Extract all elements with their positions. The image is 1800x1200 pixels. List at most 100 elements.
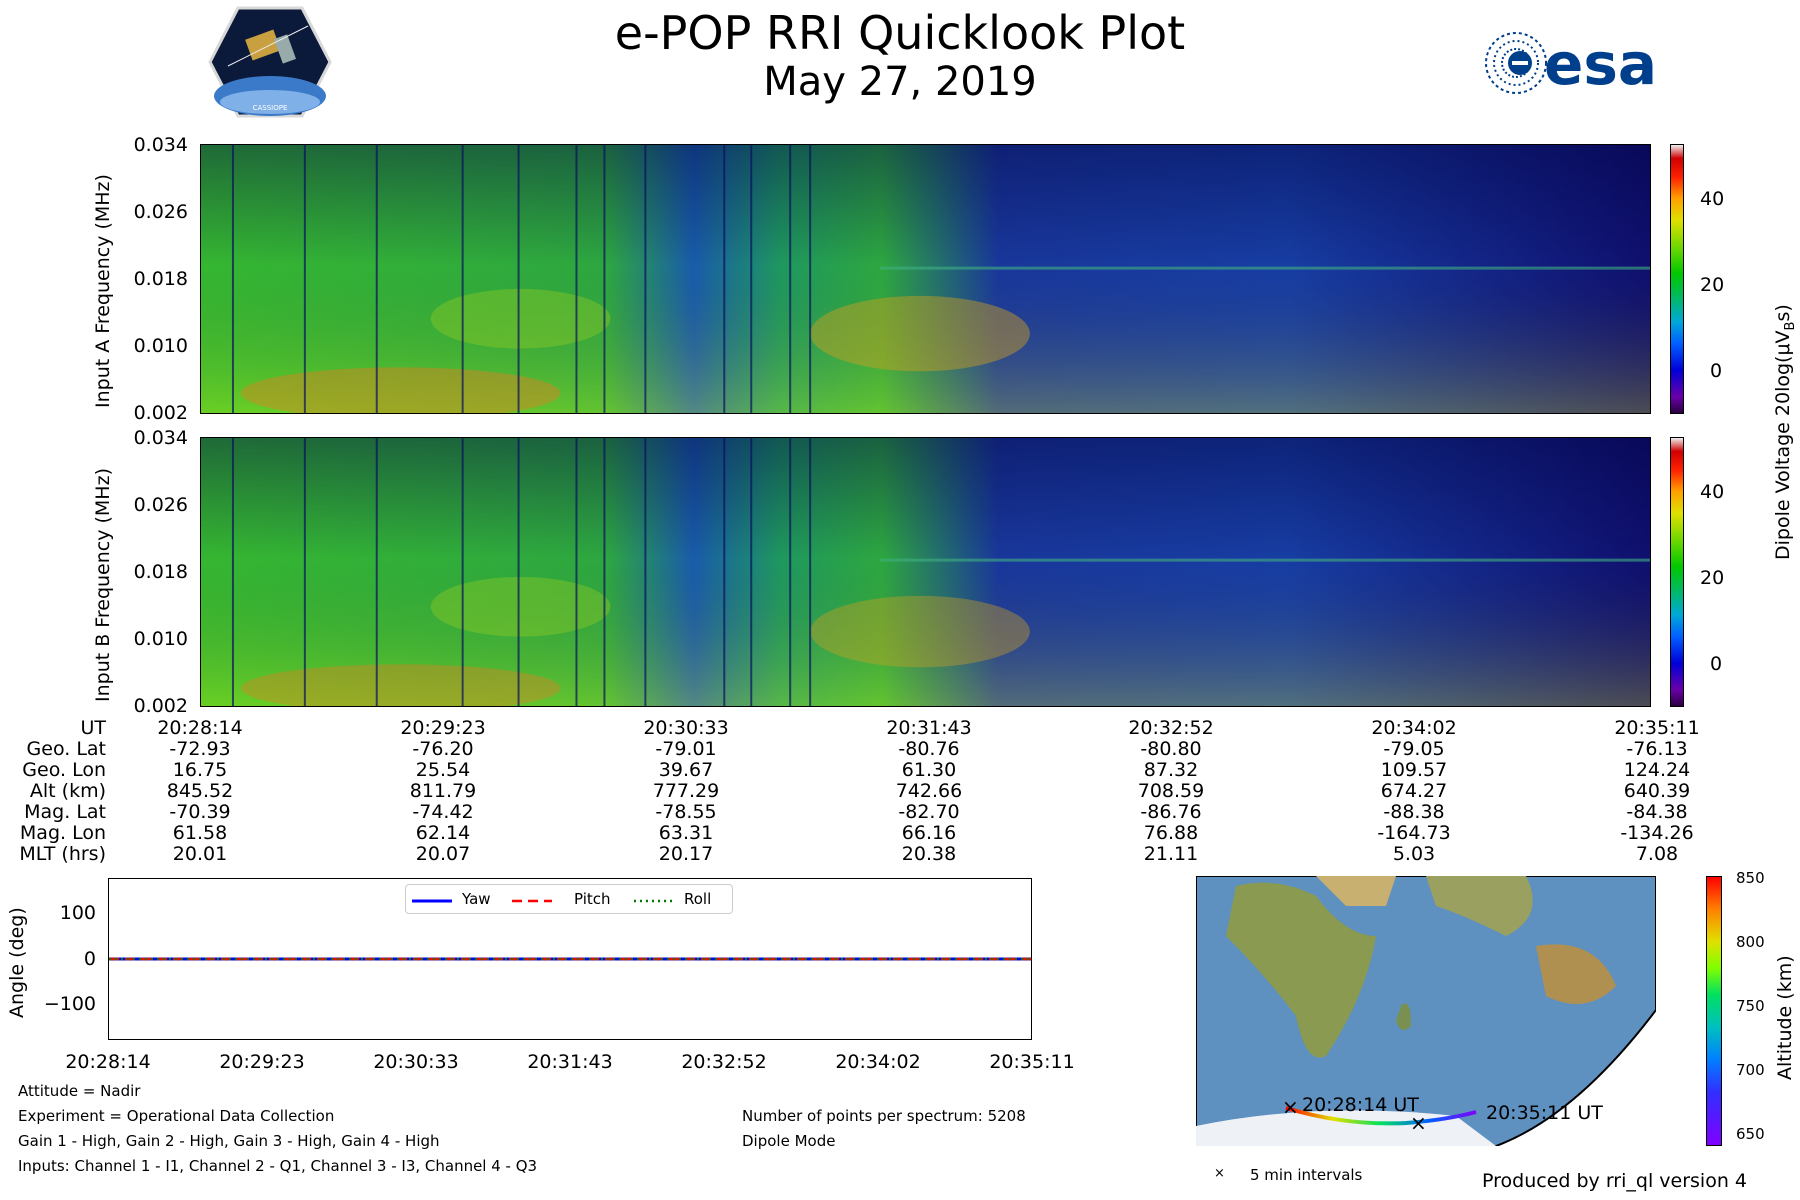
spec-b-ytick: 0.002 xyxy=(133,695,188,717)
altitude-colorbar xyxy=(1706,876,1722,1146)
eph-value: 87.32 xyxy=(1143,759,1199,781)
eph-value: 811.79 xyxy=(409,780,477,802)
eph-value: -164.73 xyxy=(1377,822,1451,844)
cassiope-logo: CASSIOPE xyxy=(208,6,332,118)
eph-label-mlt: MLT (hrs) xyxy=(19,843,106,865)
info-experiment: Experiment = Operational Data Collection xyxy=(18,1107,335,1125)
eph-label-mag-lat: Mag. Lat xyxy=(24,801,106,823)
attitude-plot xyxy=(108,878,1032,1040)
eph-value: 777.29 xyxy=(652,780,720,802)
spec-a-colorbar xyxy=(1670,144,1684,414)
eph-value: 845.52 xyxy=(166,780,234,802)
alt-tick: 800 xyxy=(1736,933,1765,951)
attitude-ytick: 100 xyxy=(59,902,96,924)
eph-ut-value: 20:31:43 xyxy=(886,717,972,739)
eph-value: 16.75 xyxy=(172,759,228,781)
attitude-xtick: 20:29:23 xyxy=(219,1051,305,1073)
eph-value: -88.38 xyxy=(1383,801,1445,823)
attitude-xtick: 20:30:33 xyxy=(373,1051,459,1073)
spec-b-cbar-tick: 20 xyxy=(1700,567,1725,589)
legend-pitch: Pitch xyxy=(574,890,611,908)
spec-b-cbar-tick: 0 xyxy=(1710,653,1723,675)
eph-value: 20.07 xyxy=(415,843,471,865)
eph-value: -80.76 xyxy=(898,738,960,760)
spec-a-cbar-tick: 20 xyxy=(1700,274,1725,296)
info-gains: Gain 1 - High, Gain 2 - High, Gain 3 - H… xyxy=(18,1132,440,1150)
alt-tick: 750 xyxy=(1736,997,1765,1015)
eph-ut-value: 20:29:23 xyxy=(400,717,486,739)
spec-b-colorbar xyxy=(1670,437,1684,707)
spec-b-ytick: 0.018 xyxy=(133,561,188,583)
eph-ut-value: 20:28:14 xyxy=(157,717,243,739)
footer-credit: Produced by rri_ql version 4 xyxy=(1482,1170,1747,1192)
eph-value: -79.05 xyxy=(1383,738,1445,760)
attitude-xtick: 20:28:14 xyxy=(65,1051,151,1073)
spectrogram-input-b xyxy=(200,437,1651,707)
eph-label-geo-lon: Geo. Lon xyxy=(22,759,106,781)
eph-value: 66.16 xyxy=(901,822,957,844)
colorbar-label-close: s) xyxy=(1772,304,1794,322)
eph-value: -76.13 xyxy=(1626,738,1688,760)
eph-ut-value: 20:32:52 xyxy=(1128,717,1214,739)
alt-tick: 700 xyxy=(1736,1061,1765,1079)
eph-value: 20.01 xyxy=(172,843,228,865)
spec-a-ytick: 0.002 xyxy=(133,402,188,424)
esa-logo-text: esa xyxy=(1544,30,1657,98)
eph-value: 124.24 xyxy=(1623,759,1691,781)
eph-value: 61.58 xyxy=(172,822,228,844)
eph-value: 61.30 xyxy=(901,759,957,781)
legend-roll-swatch xyxy=(634,899,674,903)
eph-value: 76.88 xyxy=(1143,822,1199,844)
eph-value: -134.26 xyxy=(1620,822,1694,844)
info-points: Number of points per spectrum: 5208 xyxy=(742,1107,1026,1125)
eph-value: -82.70 xyxy=(898,801,960,823)
attitude-ylabel: Angle (deg) xyxy=(6,907,28,1018)
eph-value: 708.59 xyxy=(1137,780,1205,802)
alt-tick: 850 xyxy=(1736,869,1765,887)
info-mode: Dipole Mode xyxy=(742,1132,836,1150)
map-legend-marker: × xyxy=(1214,1166,1225,1181)
eph-value: 7.08 xyxy=(1635,843,1679,865)
eph-value: 21.11 xyxy=(1143,843,1199,865)
spec-a-ytick: 0.034 xyxy=(133,134,188,156)
spec-a-cbar-tick: 40 xyxy=(1700,188,1725,210)
eph-value: -72.93 xyxy=(169,738,231,760)
spectrogram-a-image xyxy=(201,145,1650,413)
spec-b-ytick: 0.010 xyxy=(133,628,188,650)
spec-a-cbar-tick: 0 xyxy=(1710,360,1723,382)
map-mid-x: × xyxy=(1410,1111,1427,1135)
legend-yaw-swatch xyxy=(412,899,452,903)
eph-value: -74.42 xyxy=(412,801,474,823)
info-inputs: Inputs: Channel 1 - I1, Channel 2 - Q1, … xyxy=(18,1157,538,1175)
eph-label-alt: Alt (km) xyxy=(29,780,106,802)
colorbar-label: Dipole Voltage 20log(μVBs) xyxy=(1772,304,1798,560)
eph-value: -76.20 xyxy=(412,738,474,760)
eph-value: 63.31 xyxy=(658,822,714,844)
spec-b-ytick: 0.026 xyxy=(133,494,188,516)
eph-value: 742.66 xyxy=(895,780,963,802)
page-date: May 27, 2019 xyxy=(763,59,1037,105)
eph-label-geo-lat: Geo. Lat xyxy=(26,738,106,760)
spec-b-ytick: 0.034 xyxy=(133,427,188,449)
eph-value: 640.39 xyxy=(1623,780,1691,802)
eph-value: -80.80 xyxy=(1140,738,1202,760)
spec-a-ytick: 0.026 xyxy=(133,201,188,223)
page-title: e-POP RRI Quicklook Plot xyxy=(614,6,1186,60)
eph-value: 20.38 xyxy=(901,843,957,865)
alt-tick: 650 xyxy=(1736,1125,1765,1143)
map-legend: 5 min intervals xyxy=(1250,1166,1363,1184)
eph-value: 25.54 xyxy=(415,759,471,781)
eph-value: 20.17 xyxy=(658,843,714,865)
map-end-label: 20:35:11 UT xyxy=(1486,1102,1603,1124)
eph-value: -84.38 xyxy=(1626,801,1688,823)
eph-ut-value: 20:34:02 xyxy=(1371,717,1457,739)
eph-value: -79.01 xyxy=(655,738,717,760)
spec-a-ytick: 0.018 xyxy=(133,268,188,290)
eph-value: 109.57 xyxy=(1380,759,1448,781)
attitude-xtick: 20:32:52 xyxy=(681,1051,767,1073)
legend-pitch-swatch xyxy=(512,899,552,903)
spectrogram-input-a xyxy=(200,144,1651,414)
attitude-legend: Yaw Pitch Roll xyxy=(405,884,733,914)
eph-label-ut: UT xyxy=(80,717,106,739)
attitude-lines xyxy=(109,957,1031,961)
